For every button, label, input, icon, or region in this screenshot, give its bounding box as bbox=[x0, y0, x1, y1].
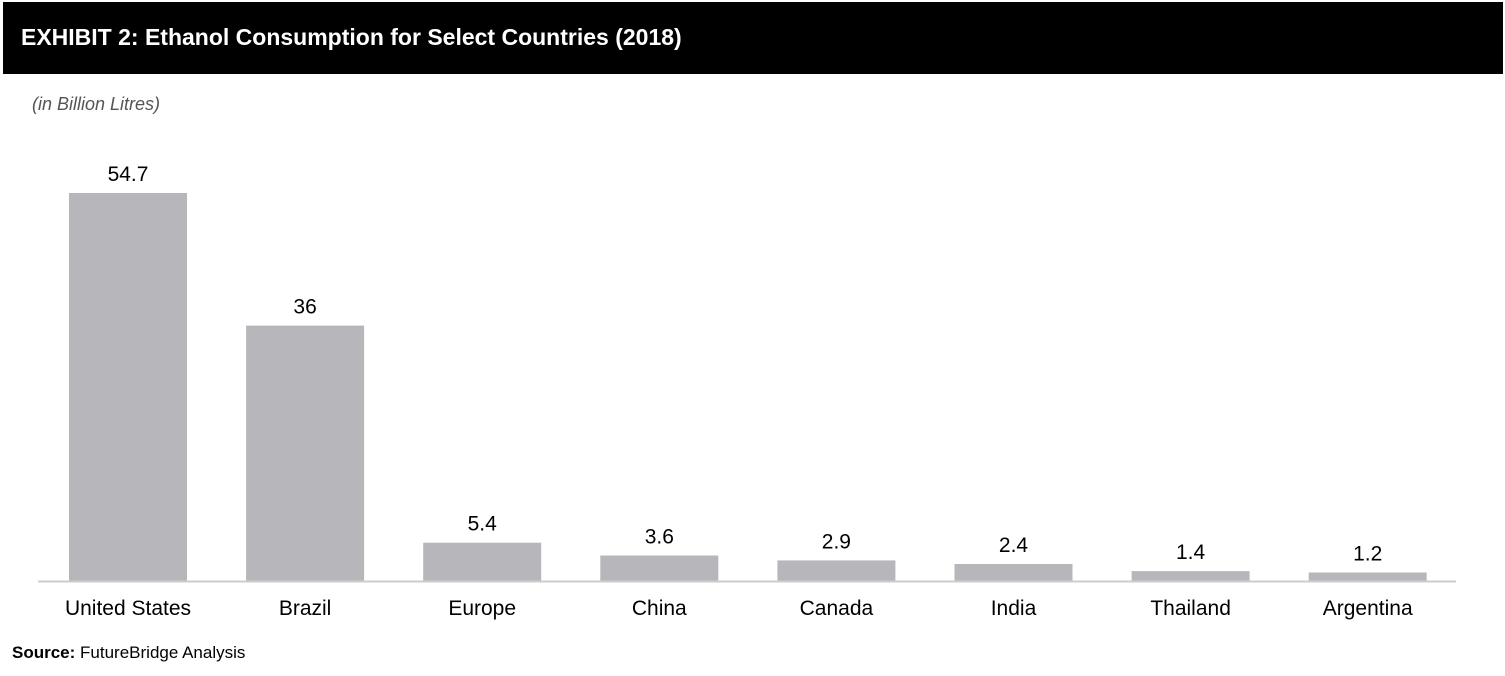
bar-canada bbox=[777, 560, 896, 581]
exhibit-title: EXHIBIT 2: Ethanol Consumption for Selec… bbox=[21, 24, 682, 50]
units-note: (in Billion Litres) bbox=[32, 94, 161, 114]
value-label: 2.9 bbox=[822, 530, 851, 553]
value-label: 5.4 bbox=[468, 513, 498, 536]
category-label: Brazil bbox=[279, 597, 332, 620]
bar-thailand bbox=[1131, 571, 1250, 581]
source-label: Source: bbox=[12, 643, 76, 662]
category-label: Thailand bbox=[1150, 597, 1231, 620]
value-label: 1.2 bbox=[1353, 543, 1382, 566]
bar-united-states bbox=[69, 193, 187, 581]
value-label: 54.7 bbox=[108, 163, 149, 186]
bar-europe bbox=[423, 542, 542, 581]
value-label: 3.6 bbox=[645, 526, 674, 549]
category-label: India bbox=[991, 597, 1037, 620]
source-text: FutureBridge Analysis bbox=[80, 643, 246, 662]
category-label: Europe bbox=[448, 597, 516, 620]
bar-india bbox=[954, 564, 1073, 581]
category-label: United States bbox=[65, 597, 191, 620]
value-label: 2.4 bbox=[999, 534, 1029, 557]
category-label: Canada bbox=[800, 597, 874, 620]
source-note: Source: FutureBridge Analysis bbox=[12, 643, 245, 663]
bar-brazil bbox=[246, 325, 365, 581]
exhibit-header: EXHIBIT 2: Ethanol Consumption for Selec… bbox=[3, 2, 1503, 74]
value-label: 36 bbox=[293, 296, 316, 319]
bar-chart: 54.7 United States 36 Brazil 5.4 Europe 3.6 Chi… bbox=[38, 163, 1456, 620]
bar-china bbox=[600, 555, 719, 581]
category-label: China bbox=[632, 597, 687, 620]
bar-argentina bbox=[1308, 572, 1427, 581]
category-label: Argentina bbox=[1323, 597, 1413, 620]
value-label: 1.4 bbox=[1176, 541, 1206, 564]
